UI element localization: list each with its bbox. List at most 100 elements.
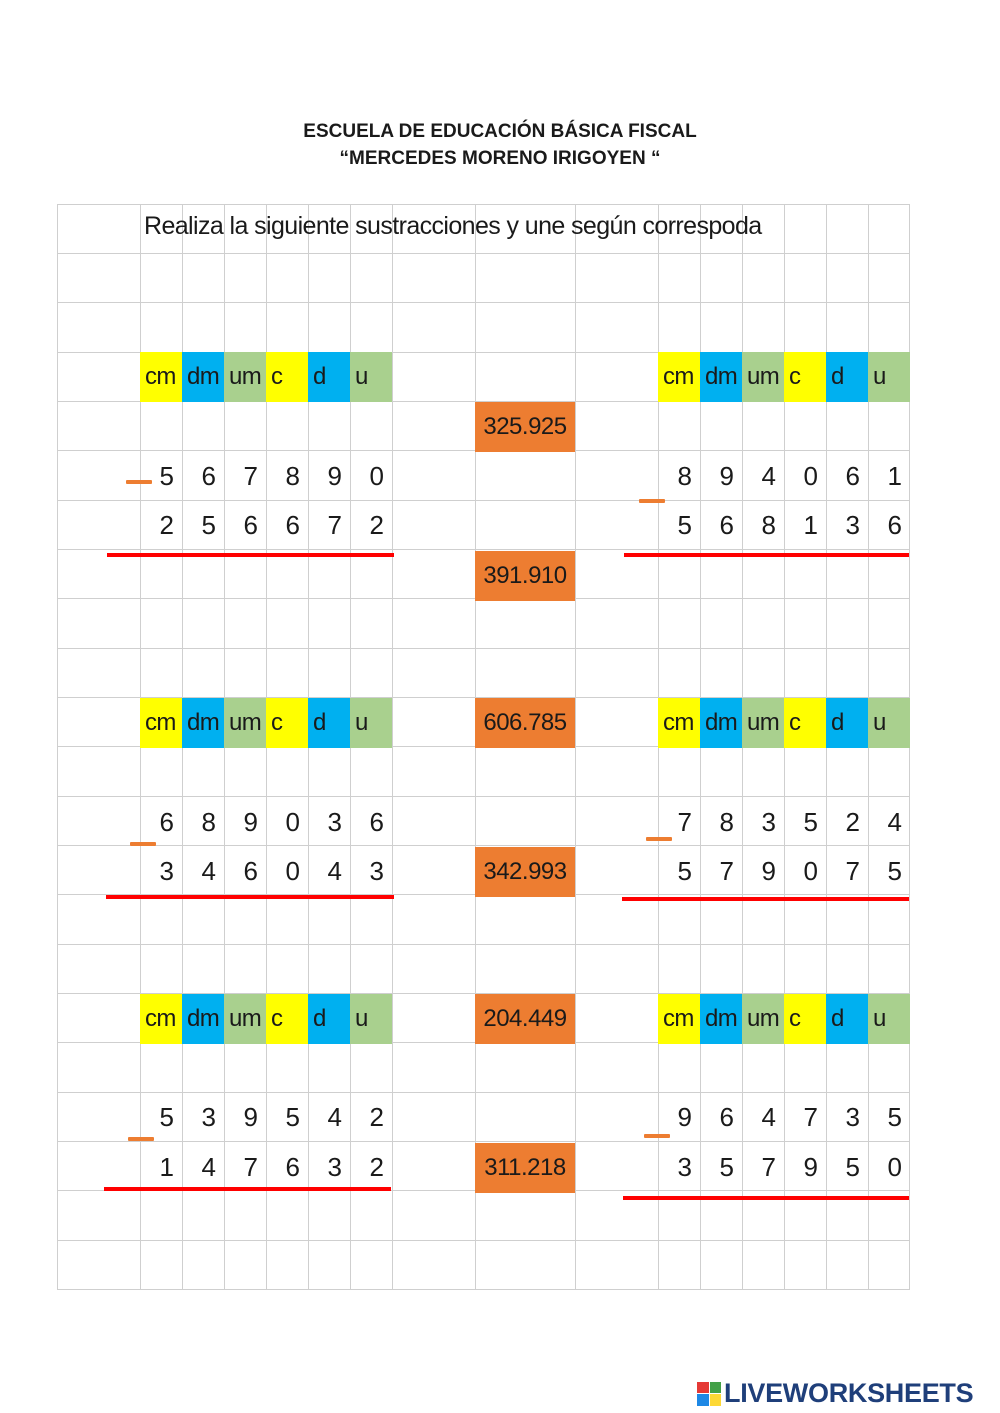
subtrahend-digit: 9 — [761, 856, 776, 886]
subtrahend-digit: 7 — [719, 856, 734, 886]
subtrahend-digit: 4 — [327, 856, 342, 886]
minuend-digit: 5 — [159, 1102, 174, 1132]
minuend-digit: 4 — [761, 1102, 776, 1132]
result-line — [106, 895, 394, 899]
subtrahend-digit: 5 — [677, 856, 692, 886]
minuend-digit: 6 — [369, 807, 384, 837]
place-value-header-dm: dm — [182, 994, 224, 1044]
place-value-header-cm: cm — [140, 698, 182, 748]
subtrahend-digit: 7 — [761, 1152, 776, 1182]
subtrahend-digit: 0 — [803, 856, 818, 886]
place-value-header-cm: cm — [658, 698, 700, 748]
minuend-digit: 8 — [285, 461, 300, 491]
place-value-header-dm: dm — [700, 994, 742, 1044]
subtrahend-digit: 7 — [243, 1152, 258, 1182]
subtrahend-digit: 6 — [243, 510, 258, 540]
place-value-header-dm: dm — [182, 698, 224, 748]
minuend-digit: 5 — [159, 461, 174, 491]
subtrahend-digit: 5 — [677, 510, 692, 540]
minuend-digit: 2 — [369, 1102, 384, 1132]
subtrahend-digit: 2 — [159, 510, 174, 540]
place-value-header-c: c — [266, 698, 308, 748]
minuend-digit: 9 — [243, 807, 258, 837]
minuend-digit: 9 — [327, 461, 342, 491]
subtrahend-digit: 8 — [761, 510, 776, 540]
place-value-header-um: um — [742, 698, 784, 748]
minuend-digit: 9 — [719, 461, 734, 491]
school-title-line-2: “MERCEDES MORENO IRIGOYEN “ — [339, 148, 661, 169]
subtrahend-digit: 7 — [327, 510, 342, 540]
place-value-header-um: um — [742, 994, 784, 1044]
answer-box[interactable]: 391.910 — [475, 551, 575, 601]
liveworksheets-logo-icon — [697, 1381, 721, 1406]
place-value-header-d: d — [826, 698, 868, 748]
subtrahend-digit: 4 — [201, 856, 216, 886]
place-value-header-cm: cm — [658, 994, 700, 1044]
minuend-digit: 1 — [887, 461, 902, 491]
subtrahend-digit: 3 — [159, 856, 174, 886]
subtrahend-digit: 5 — [887, 856, 902, 886]
minuend-digit: 4 — [887, 807, 902, 837]
school-title-line-1: ESCUELA DE EDUCACIÓN BÁSICA FISCAL — [303, 121, 697, 142]
minuend-digit: 5 — [285, 1102, 300, 1132]
subtrahend-digit: 0 — [285, 856, 300, 886]
minuend-digit: 0 — [369, 461, 384, 491]
place-value-header-d: d — [308, 698, 350, 748]
subtrahend-digit: 7 — [845, 856, 860, 886]
place-value-header-um: um — [224, 352, 266, 402]
liveworksheets-logo: LIVEWORKSHEETS — [697, 1378, 974, 1409]
answer-box[interactable]: 311.218 — [475, 1143, 575, 1193]
place-value-header-c: c — [266, 994, 308, 1044]
place-value-header-c: c — [266, 352, 308, 402]
minuend-digit: 0 — [803, 461, 818, 491]
minuend-digit: 3 — [327, 807, 342, 837]
minuend-digit: 2 — [845, 807, 860, 837]
subtrahend-digit: 2 — [369, 1152, 384, 1182]
result-line — [622, 897, 909, 901]
minuend-digit: 3 — [761, 807, 776, 837]
place-value-header-d: d — [308, 352, 350, 402]
answer-box[interactable]: 204.449 — [475, 994, 575, 1044]
minuend-digit: 8 — [719, 807, 734, 837]
minus-sign — [646, 837, 672, 841]
place-value-header-c: c — [784, 994, 826, 1044]
place-value-header-um: um — [742, 352, 784, 402]
subtrahend-digit: 3 — [677, 1152, 692, 1182]
subtrahend-digit: 6 — [719, 510, 734, 540]
answer-box[interactable]: 342.993 — [475, 847, 575, 897]
minuend-digit: 8 — [201, 807, 216, 837]
subtrahend-digit: 1 — [803, 510, 818, 540]
place-value-header-d: d — [308, 994, 350, 1044]
subtrahend-digit: 6 — [285, 510, 300, 540]
minus-sign — [126, 480, 152, 484]
minuend-digit: 7 — [677, 807, 692, 837]
minuend-digit: 6 — [845, 461, 860, 491]
place-value-header-cm: cm — [140, 994, 182, 1044]
place-value-header-dm: dm — [700, 698, 742, 748]
minuend-digit: 9 — [677, 1102, 692, 1132]
place-value-header-u: u — [350, 994, 392, 1044]
subtrahend-digit: 6 — [243, 856, 258, 886]
minuend-digit: 4 — [761, 461, 776, 491]
minuend-digit: 3 — [201, 1102, 216, 1132]
subtrahend-digit: 0 — [887, 1152, 902, 1182]
subtrahend-digit: 3 — [845, 510, 860, 540]
place-value-header-um: um — [224, 698, 266, 748]
place-value-header-dm: dm — [182, 352, 224, 402]
place-value-header-d: d — [826, 994, 868, 1044]
subtrahend-digit: 5 — [845, 1152, 860, 1182]
minuend-digit: 8 — [677, 461, 692, 491]
result-line — [624, 553, 909, 557]
minus-sign — [128, 1137, 154, 1141]
answer-box[interactable]: 606.785 — [475, 698, 575, 748]
minuend-digit: 3 — [845, 1102, 860, 1132]
subtrahend-digit: 6 — [285, 1152, 300, 1182]
school-title: ESCUELA DE EDUCACIÓN BÁSICA FISCAL “MERC… — [0, 118, 1000, 172]
subtrahend-digit: 1 — [159, 1152, 174, 1182]
place-value-header-cm: cm — [140, 352, 182, 402]
place-value-header-dm: dm — [700, 352, 742, 402]
minus-sign — [130, 842, 156, 846]
answer-box[interactable]: 325.925 — [475, 402, 575, 452]
subtrahend-digit: 4 — [201, 1152, 216, 1182]
subtrahend-digit: 2 — [369, 510, 384, 540]
